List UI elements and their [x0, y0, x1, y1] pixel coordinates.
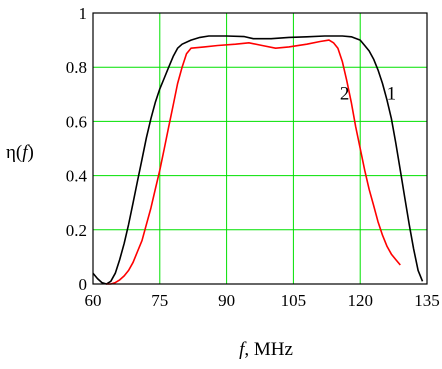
y-tick-label: 0.6 [66, 112, 87, 131]
x-tick-label: 90 [218, 291, 235, 310]
y-tick-label: 1 [79, 4, 88, 23]
y-tick-label: 0 [79, 275, 88, 294]
series-line-1 [92, 35, 424, 285]
series-labels: 12 [340, 84, 396, 105]
y-axis-title: η(f) [6, 142, 34, 163]
x-tick-label: 75 [151, 291, 168, 310]
y-tick-label: 0.4 [66, 167, 88, 186]
series-line-2 [106, 39, 401, 285]
plot-frame [92, 12, 428, 285]
x-tick-label: 60 [85, 291, 102, 310]
x-tick-label: 120 [347, 291, 373, 310]
y-tick-label: 0.8 [66, 58, 87, 77]
x-tick-label: 135 [414, 291, 440, 310]
x-tick-label: 105 [281, 291, 307, 310]
grid [93, 13, 427, 284]
series-label-2: 2 [340, 84, 350, 105]
y-tick-label: 0.2 [66, 221, 87, 240]
x-axis-title: f, MHz [239, 339, 293, 360]
tick-labels: 60 75 90 105 120 135 0 0.2 0.4 0.6 0.8 1 [66, 4, 440, 310]
series-group [92, 35, 424, 285]
series-label-1: 1 [387, 84, 397, 105]
